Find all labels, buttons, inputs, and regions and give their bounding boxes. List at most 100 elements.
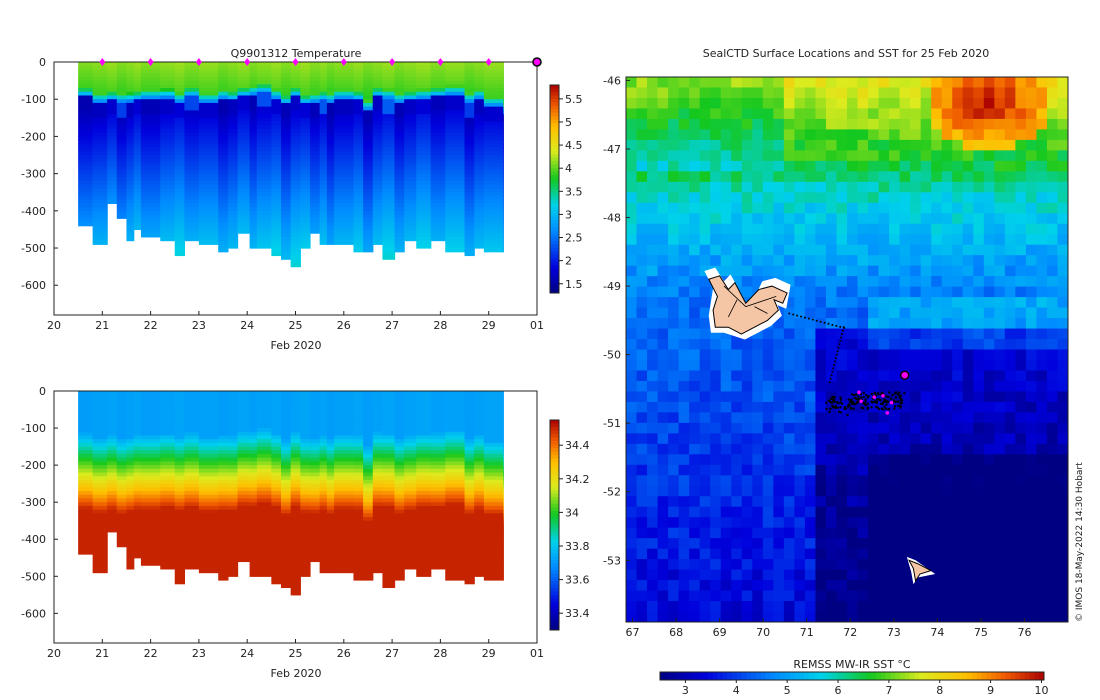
profile-cell	[174, 229, 186, 234]
sst-cell	[1015, 129, 1027, 141]
profile-cell	[394, 439, 405, 444]
profile-cell	[309, 188, 321, 193]
sst-cell	[1004, 286, 1016, 298]
profile-cell	[464, 502, 475, 507]
profile-cell	[218, 465, 229, 470]
profile-cell	[198, 177, 219, 182]
profile-cell	[140, 125, 161, 130]
profile-cell	[184, 76, 200, 82]
profile-cell	[483, 173, 504, 178]
sst-cell	[868, 77, 880, 89]
sst-cell	[1057, 234, 1068, 246]
profile-cell	[334, 531, 355, 537]
profile-cell	[281, 465, 292, 470]
profile-cell	[334, 391, 355, 396]
profile-cell	[474, 233, 485, 238]
profile-cell	[382, 513, 396, 518]
profile-cell	[198, 88, 219, 93]
profile-cell	[256, 465, 272, 470]
profile-cell	[372, 483, 384, 488]
sst-cell	[636, 276, 648, 288]
profile-cell	[116, 446, 128, 451]
sst-cell	[731, 77, 743, 89]
profile-cell	[474, 203, 485, 208]
profile-cell	[126, 454, 135, 459]
profile-cell	[334, 542, 355, 548]
profile-cell	[249, 151, 258, 156]
profile-cell	[300, 214, 311, 219]
profile-cell	[140, 409, 161, 414]
sst-cell	[699, 97, 711, 110]
profile-cell	[372, 199, 384, 204]
sst-cell	[815, 286, 827, 298]
profile-cell	[126, 210, 135, 216]
profile-cell	[353, 117, 364, 123]
sst-cell	[1004, 108, 1016, 120]
profile-cell	[281, 99, 292, 104]
profile-cell	[503, 240, 504, 245]
profile-cell	[160, 524, 176, 529]
profile-cell	[319, 214, 328, 219]
profile-cell	[430, 420, 446, 425]
profile-cell	[237, 62, 251, 67]
sst-cell	[1004, 118, 1016, 131]
profile-cell	[382, 431, 396, 437]
profile-cell	[78, 121, 94, 126]
profile-cell	[394, 188, 405, 193]
profile-cell	[319, 505, 328, 511]
sst-cell	[1057, 265, 1068, 277]
profile-cell	[404, 528, 417, 533]
profile-cell	[474, 229, 485, 234]
profile-cell	[249, 214, 258, 219]
profile-cell	[218, 531, 229, 537]
profile-cell	[160, 554, 176, 559]
profile-cell	[445, 454, 466, 459]
sst-cell	[836, 181, 848, 193]
profile-cell	[281, 151, 292, 156]
profile-cell	[300, 565, 311, 570]
profile-cell	[363, 509, 374, 514]
profile-cell	[116, 468, 128, 474]
colorbar-segment	[550, 286, 559, 291]
profile-cell	[363, 188, 374, 193]
sst-cell	[783, 160, 795, 172]
sst-cell	[1015, 77, 1027, 89]
profile-cell	[256, 479, 272, 485]
profile-cell	[237, 494, 251, 500]
profile-cell	[474, 236, 485, 242]
profile-cell	[353, 572, 364, 577]
profile-cell	[174, 580, 186, 585]
profile-cell	[483, 244, 504, 249]
profile-cell	[300, 151, 311, 156]
sst-cell	[1004, 328, 1016, 340]
sst-cell	[1046, 213, 1059, 225]
profile-cell	[353, 203, 364, 208]
sst-cell	[931, 181, 943, 193]
profile-cell	[133, 398, 142, 403]
profile-cell	[503, 409, 504, 414]
profile-cell	[281, 420, 292, 425]
profile-cell	[319, 561, 328, 566]
profile-cell	[116, 539, 128, 544]
profile-cell	[218, 561, 229, 566]
x-tick-label: 28	[433, 319, 447, 332]
sst-cell	[668, 265, 680, 277]
profile-cell	[404, 162, 417, 167]
profile-cell	[474, 554, 485, 559]
profile-cell	[126, 442, 135, 448]
sst-cell	[973, 181, 985, 193]
profile-cell	[281, 162, 292, 167]
profile-cell	[140, 491, 161, 496]
sst-cell	[994, 244, 1006, 256]
sst-cell	[815, 118, 827, 131]
sst-cell	[1004, 150, 1016, 162]
sst-cell	[952, 87, 964, 99]
sst-cell	[636, 97, 648, 110]
sst-cell	[983, 129, 995, 141]
profile-cell	[290, 84, 301, 89]
sst-cell	[731, 244, 743, 256]
profile-cell	[227, 531, 239, 537]
temperature-colorbar: 1.522.533.544.555.5	[549, 84, 583, 294]
sst-cell	[773, 87, 785, 99]
sst-cell	[657, 339, 669, 351]
